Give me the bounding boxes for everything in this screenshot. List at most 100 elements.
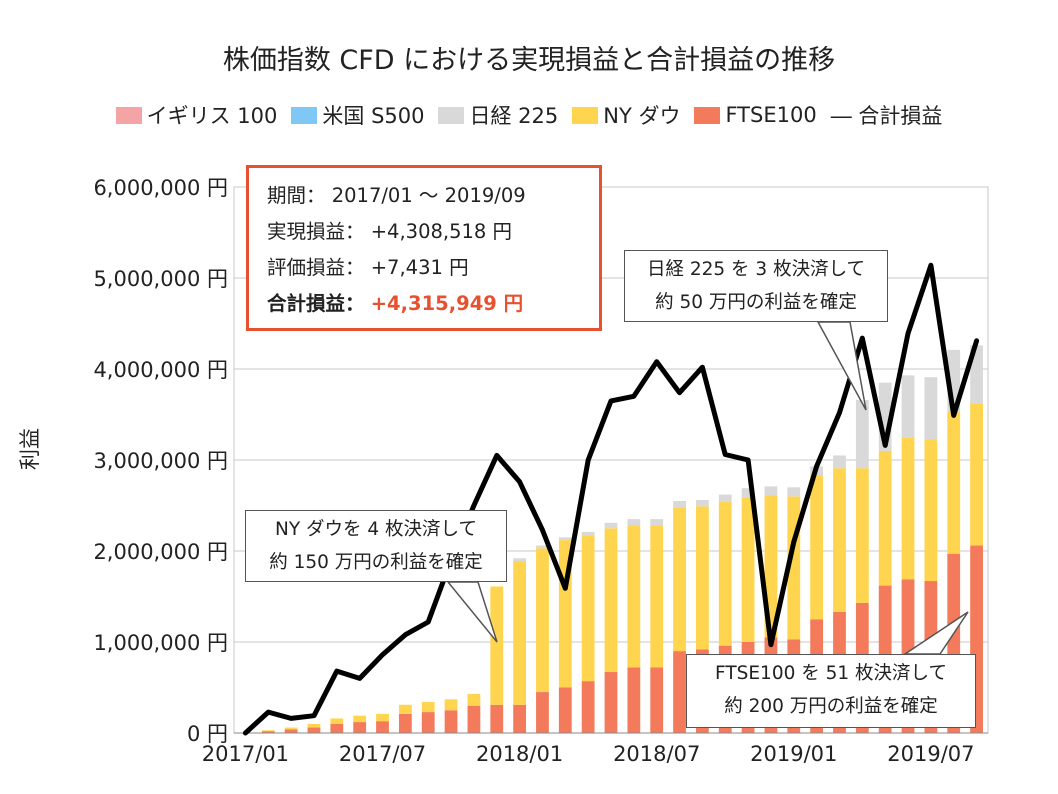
summary-period-value: 2017/01 ～ 2019/09 — [331, 184, 526, 207]
summary-realized-label: 実現損益： — [267, 220, 365, 243]
bar-ftse — [604, 672, 618, 733]
chart-title: 株価指数 CFD における実現損益と合計損益の推移 — [222, 45, 836, 76]
bar-nikkei — [581, 531, 595, 536]
legend: イギリス 100 米国 S500 日経 225 NY ダウ FTSE100 ― … — [0, 100, 1058, 130]
bar-ftse — [444, 710, 458, 733]
bar-ny — [353, 715, 367, 723]
bar-ny — [673, 507, 686, 652]
callout-ftse-line1: FTSE100 を 51 枚決済して — [715, 663, 947, 684]
summary-period-label: 期間： — [267, 184, 326, 207]
legend-swatch-us500 — [291, 106, 318, 124]
y-tick-label: 4,000,000 円 — [93, 358, 228, 382]
bar-nikkei — [970, 345, 983, 404]
x-tick-label: 2017/07 — [339, 742, 426, 766]
bar-ny — [718, 501, 732, 646]
legend-item-ftse: FTSE100 — [694, 100, 817, 130]
bar-ftse — [330, 723, 344, 733]
y-tick-label: 2,000,000 円 — [93, 540, 228, 564]
bar-nikkei — [604, 522, 618, 529]
legend-label-ftse: FTSE100 — [725, 103, 817, 127]
bar-nikkei — [787, 487, 801, 497]
summary-unrealized-value: +7,431 円 — [370, 256, 469, 279]
callout-nikkei-line2: 約 50 万円の利益を確定 — [655, 292, 857, 313]
bar-ny — [650, 525, 664, 668]
legend-label-total: ― 合計損益 — [830, 104, 943, 128]
bar-nikkei — [650, 519, 664, 526]
bar-ny — [490, 586, 504, 705]
legend-label-us500: 米国 S500 — [322, 104, 425, 128]
bar-ny — [513, 561, 527, 705]
x-tick-label: 2019/07 — [887, 742, 974, 766]
legend-item-uk100: イギリス 100 — [115, 100, 278, 130]
callout-ny-line1: NY ダウを 4 枚決済して — [275, 519, 477, 540]
bar-nikkei — [901, 375, 915, 438]
summary-total-label: 合計損益： — [267, 292, 365, 315]
bar-ftse — [421, 712, 435, 733]
bar-nikkei — [855, 399, 869, 469]
summary-total-row: 合計損益： +4,315,949 円 — [267, 286, 581, 322]
bar-ny — [398, 704, 412, 714]
summary-unrealized-label: 評価損益： — [267, 256, 365, 279]
bar-ftse — [581, 681, 595, 733]
x-tick-label: 2018/01 — [476, 742, 563, 766]
bar-nikkei — [924, 377, 938, 440]
bar-ftse — [261, 731, 275, 733]
bar-ny — [444, 699, 458, 711]
bar-ny — [467, 693, 481, 706]
bar-ny — [695, 506, 709, 650]
bar-nikkei — [558, 537, 572, 541]
bar-ftse — [353, 722, 367, 733]
summary-box: 期間： 2017/01 ～ 2019/09 実現損益： +4,308,518 円… — [246, 165, 602, 331]
bar-ny — [855, 468, 869, 603]
callout-ny-line2: 約 150 万円の利益を確定 — [269, 552, 483, 573]
summary-realized-value: +4,308,518 円 — [370, 220, 512, 243]
summary-period-row: 期間： 2017/01 ～ 2019/09 — [267, 178, 581, 214]
y-tick-label: 5,000,000 円 — [93, 267, 228, 291]
bar-ny — [307, 723, 321, 728]
line-layer — [242, 262, 980, 736]
bar-ny — [970, 403, 983, 546]
bar-ny — [261, 730, 275, 732]
legend-swatch-nikkei — [438, 106, 465, 124]
bar-ftse — [307, 727, 321, 733]
bar-ny — [421, 702, 435, 713]
legend-label-uk100: イギリス 100 — [146, 104, 278, 128]
bar-ny — [901, 437, 915, 580]
bar-ny — [810, 475, 824, 620]
legend-item-ny: NY ダウ — [572, 100, 680, 130]
bar-nikkei — [741, 488, 755, 498]
bar-ftse — [376, 721, 389, 733]
bar-ny — [284, 727, 298, 730]
x-tick-label: 2019/01 — [750, 742, 837, 766]
summary-unrealized-row: 評価損益： +7,431 円 — [267, 250, 581, 286]
callout-ny: NY ダウを 4 枚決済して 約 150 万円の利益を確定 — [245, 510, 507, 582]
legend-item-nikkei: 日経 225 — [438, 100, 558, 130]
bar-ny — [924, 439, 938, 582]
x-tick-label: 2017/01 — [202, 742, 289, 766]
bar-ftse — [490, 704, 504, 733]
y-tick-label: 0 円 — [187, 722, 228, 746]
bar-ny — [604, 528, 618, 673]
callout-nikkei-line1: 日経 225 を 3 枚決済して — [646, 259, 866, 280]
callout-ftse-line2: 約 200 万円の利益を確定 — [724, 696, 938, 717]
bar-nikkei — [627, 519, 641, 526]
legend-label-ny: NY ダウ — [603, 104, 681, 128]
bar-nikkei — [764, 486, 778, 496]
bar-ny — [376, 713, 389, 722]
bar-ny — [947, 411, 961, 554]
bar-ny — [878, 450, 892, 586]
legend-swatch-ftse — [694, 106, 721, 124]
bar-nikkei — [833, 455, 846, 469]
bar-ny — [741, 497, 755, 642]
y-tick-label: 6,000,000 円 — [93, 176, 228, 200]
bar-ftse — [673, 651, 686, 733]
bar-ftse — [513, 704, 527, 733]
x-tick-label: 2018/07 — [613, 742, 700, 766]
bar-nikkei — [695, 500, 709, 507]
callout-ftse: FTSE100 を 51 枚決済して 約 200 万円の利益を確定 — [686, 654, 976, 728]
summary-total-value: +4,315,949 円 — [370, 292, 524, 315]
bar-ftse — [650, 667, 664, 733]
bar-ny — [330, 718, 344, 724]
legend-item-total: ― 合計損益 — [831, 100, 943, 130]
callout-nikkei: 日経 225 を 3 枚決済して 約 50 万円の利益を確定 — [624, 250, 888, 322]
